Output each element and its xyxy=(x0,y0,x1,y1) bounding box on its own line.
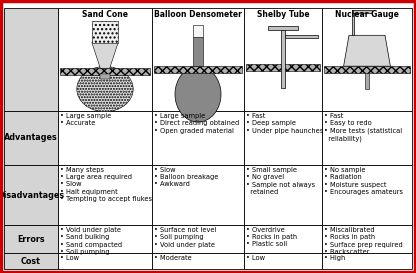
Bar xyxy=(193,25,203,37)
Text: • Overdrive
• Rocks in path
• Plastic soil: • Overdrive • Rocks in path • Plastic so… xyxy=(246,227,297,248)
Bar xyxy=(4,165,58,225)
Bar xyxy=(152,225,244,253)
Text: • Many steps
• Large area required
• Slow
• Halt equipment
• Tempting to accept : • Many steps • Large area required • Slo… xyxy=(60,167,152,202)
Bar xyxy=(100,75,110,79)
Polygon shape xyxy=(92,43,118,68)
Bar xyxy=(92,21,118,43)
Bar xyxy=(244,165,322,225)
Bar xyxy=(152,253,244,269)
Bar xyxy=(352,13,354,35)
Bar xyxy=(154,66,242,73)
Text: • Slow
• Balloon breakage
• Awkward: • Slow • Balloon breakage • Awkward xyxy=(154,167,218,188)
Bar xyxy=(4,253,58,269)
Bar xyxy=(244,225,322,253)
Bar xyxy=(58,165,152,225)
Text: Cost: Cost xyxy=(21,257,41,266)
Text: Sand Cone: Sand Cone xyxy=(82,10,128,19)
Bar xyxy=(58,8,152,111)
Bar xyxy=(60,68,150,75)
Bar xyxy=(4,8,58,111)
Text: • High: • High xyxy=(324,255,345,261)
Bar xyxy=(58,111,152,165)
Bar xyxy=(322,8,412,111)
Bar xyxy=(324,66,410,73)
Text: Advantages: Advantages xyxy=(4,133,58,143)
Text: • Moderate: • Moderate xyxy=(154,255,192,261)
Text: • Small sample
• No gravel
• Sample not always
  retained: • Small sample • No gravel • Sample not … xyxy=(246,167,315,195)
Bar xyxy=(352,10,371,13)
Text: • Void under plate
• Sand bulking
• Sand compacted
• Soil pumping: • Void under plate • Sand bulking • Sand… xyxy=(60,227,122,255)
Bar xyxy=(193,37,203,66)
Bar xyxy=(244,111,322,165)
Bar xyxy=(246,64,320,71)
Text: Disadvantages: Disadvantages xyxy=(0,191,64,200)
Bar xyxy=(152,165,244,225)
Bar xyxy=(285,35,318,38)
Text: Errors: Errors xyxy=(17,235,45,244)
Text: • Fast
• Easy to redo
• More tests (statistical
  reliability): • Fast • Easy to redo • More tests (stat… xyxy=(324,113,402,142)
Bar xyxy=(58,253,152,269)
Bar xyxy=(322,165,412,225)
Bar xyxy=(244,253,322,269)
Bar xyxy=(281,30,285,88)
Polygon shape xyxy=(344,35,390,66)
Bar xyxy=(58,225,152,253)
Text: • Large sample
• Direct reading obtained
• Open graded material: • Large sample • Direct reading obtained… xyxy=(154,113,239,133)
Ellipse shape xyxy=(77,66,133,112)
Text: • No sample
• Radiation
• Moisture suspect
• Encourages amateurs: • No sample • Radiation • Moisture suspe… xyxy=(324,167,403,195)
Bar xyxy=(322,253,412,269)
Text: • Miscalibrated
• Rocks in path
• Surface prep required
• Backscatter: • Miscalibrated • Rocks in path • Surfac… xyxy=(324,227,403,255)
Ellipse shape xyxy=(175,66,221,122)
Text: • Low: • Low xyxy=(246,255,265,261)
Text: • Low: • Low xyxy=(60,255,79,261)
Text: Nuclear Gauge: Nuclear Gauge xyxy=(335,10,399,19)
Text: • Large sample
• Accurate: • Large sample • Accurate xyxy=(60,113,111,126)
Bar xyxy=(4,111,58,165)
Bar xyxy=(322,225,412,253)
Text: • Surface not level
• Soil pumping
• Void under plate: • Surface not level • Soil pumping • Voi… xyxy=(154,227,216,248)
Text: Balloon Densometer: Balloon Densometer xyxy=(154,10,242,19)
Text: • Fast
• Deep sample
• Under pipe haunches: • Fast • Deep sample • Under pipe haunch… xyxy=(246,113,323,133)
Bar xyxy=(365,73,369,89)
Text: Shelby Tube: Shelby Tube xyxy=(257,10,310,19)
Bar xyxy=(4,225,58,253)
Bar xyxy=(152,111,244,165)
Bar xyxy=(322,111,412,165)
Bar xyxy=(244,8,322,111)
Bar xyxy=(268,25,298,30)
Bar xyxy=(152,8,244,111)
